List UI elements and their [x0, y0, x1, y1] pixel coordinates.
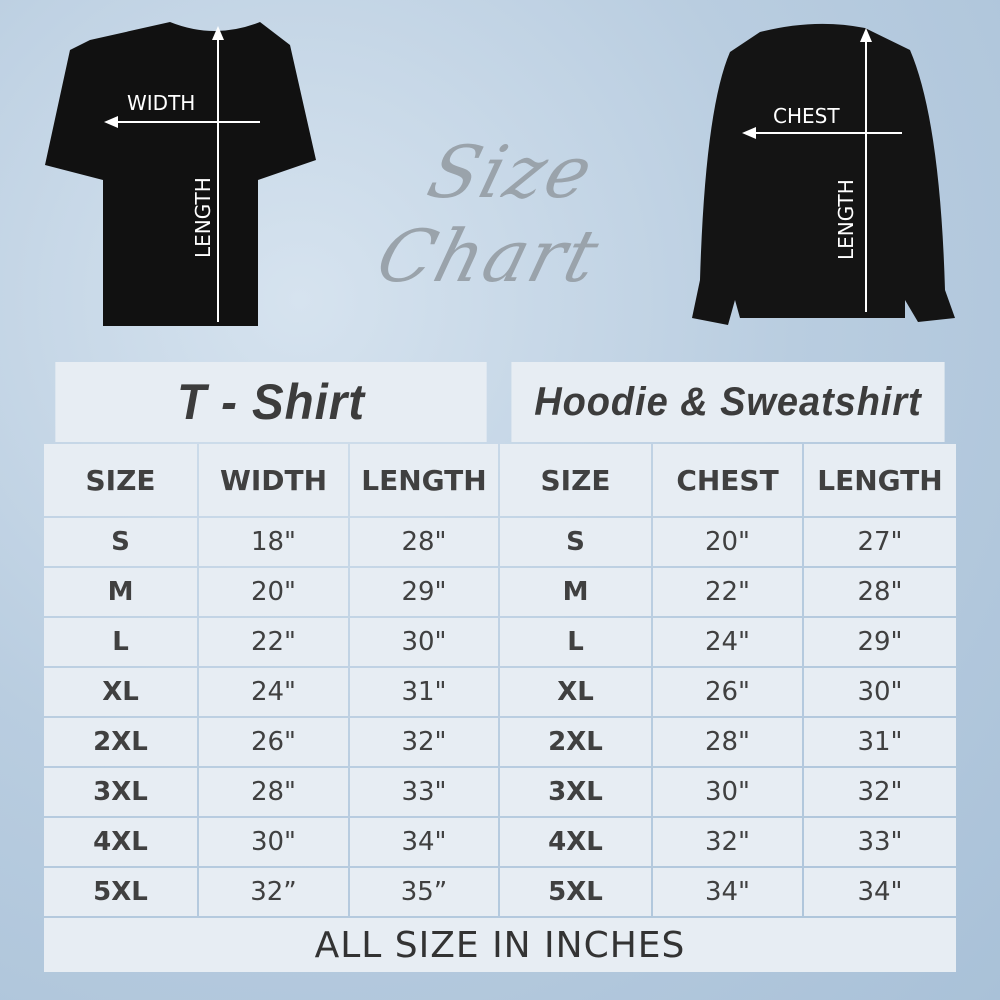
tshirt-value-cell: 30": [350, 618, 498, 666]
tshirt-size-cell: XL: [44, 668, 197, 716]
tshirt-value-cell: 30": [199, 818, 348, 866]
hoodie-value-cell: 33": [804, 818, 956, 866]
hoodie-size-cell: 4XL: [500, 818, 651, 866]
tshirt-width-label: WIDTH: [127, 91, 195, 115]
hoodie-heading: Hoodie & Sweatshirt: [511, 362, 945, 442]
tshirt-image: WIDTH LENGTH: [45, 22, 316, 326]
tshirt-column-header: WIDTH: [199, 444, 348, 516]
hoodie-size-cell: XL: [500, 668, 651, 716]
tshirt-value-cell: 24": [199, 668, 348, 716]
tshirt-value-cell: 26": [199, 718, 348, 766]
tshirt-value-cell: 29": [350, 568, 498, 616]
hoodie-size-cell: S: [500, 518, 651, 566]
hoodie-value-cell: 26": [653, 668, 802, 716]
hoodie-value-cell: 20": [653, 518, 802, 566]
hoodie-size-cell: L: [500, 618, 651, 666]
hoodie-value-cell: 29": [804, 618, 956, 666]
garment-illustrations: WIDTH LENGTH CHEST LENGTH: [45, 22, 955, 326]
hoodie-column-header: CHEST: [653, 444, 802, 516]
tshirt-value-cell: 20": [199, 568, 348, 616]
hoodie-value-cell: 34": [804, 868, 956, 916]
tshirt-size-cell: 2XL: [44, 718, 197, 766]
hoodie-column-header: SIZE: [500, 444, 651, 516]
tshirt-value-cell: 35”: [350, 868, 498, 916]
hoodie-value-cell: 27": [804, 518, 956, 566]
sweatshirt-image: CHEST LENGTH: [692, 23, 955, 325]
tshirt-value-cell: 18": [199, 518, 348, 566]
tshirt-value-cell: 33": [350, 768, 498, 816]
hoodie-value-cell: 32": [804, 768, 956, 816]
tshirt-value-cell: 32”: [199, 868, 348, 916]
tshirt-length-label: LENGTH: [191, 177, 215, 258]
tshirt-size-cell: S: [44, 518, 197, 566]
page-title: Size Chart: [368, 130, 609, 298]
hoodie-size-cell: M: [500, 568, 651, 616]
hoodie-value-cell: 30": [804, 668, 956, 716]
tshirt-size-cell: L: [44, 618, 197, 666]
tshirt-column-header: SIZE: [44, 444, 197, 516]
tshirt-value-cell: 31": [350, 668, 498, 716]
tshirt-size-cell: 5XL: [44, 868, 197, 916]
tshirt-value-cell: 22": [199, 618, 348, 666]
hoodie-size-cell: 2XL: [500, 718, 651, 766]
tshirt-column-header: LENGTH: [350, 444, 498, 516]
tshirt-size-cell: 4XL: [44, 818, 197, 866]
hoodie-size-cell: 3XL: [500, 768, 651, 816]
size-table: T - Shirt Hoodie & Sweatshirt SIZE WIDTH L…: [44, 362, 956, 972]
hoodie-value-cell: 32": [653, 818, 802, 866]
footer-note: ALL SIZE IN INCHES: [44, 918, 956, 972]
tshirt-value-cell: 34": [350, 818, 498, 866]
hoodie-value-cell: 22": [653, 568, 802, 616]
hoodie-size-cell: 5XL: [500, 868, 651, 916]
tshirt-value-cell: 28": [350, 518, 498, 566]
hoodie-value-cell: 28": [653, 718, 802, 766]
hoodie-length-label: LENGTH: [834, 179, 858, 260]
tshirt-value-cell: 28": [199, 768, 348, 816]
tshirt-heading: T - Shirt: [55, 362, 487, 442]
tshirt-size-cell: M: [44, 568, 197, 616]
tshirt-size-cell: 3XL: [44, 768, 197, 816]
hoodie-value-cell: 28": [804, 568, 956, 616]
tshirt-value-cell: 32": [350, 718, 498, 766]
hoodie-value-cell: 34": [653, 868, 802, 916]
hoodie-column-header: LENGTH: [804, 444, 956, 516]
hoodie-value-cell: 30": [653, 768, 802, 816]
hoodie-chest-label: CHEST: [773, 104, 840, 128]
hoodie-value-cell: 24": [653, 618, 802, 666]
hoodie-value-cell: 31": [804, 718, 956, 766]
